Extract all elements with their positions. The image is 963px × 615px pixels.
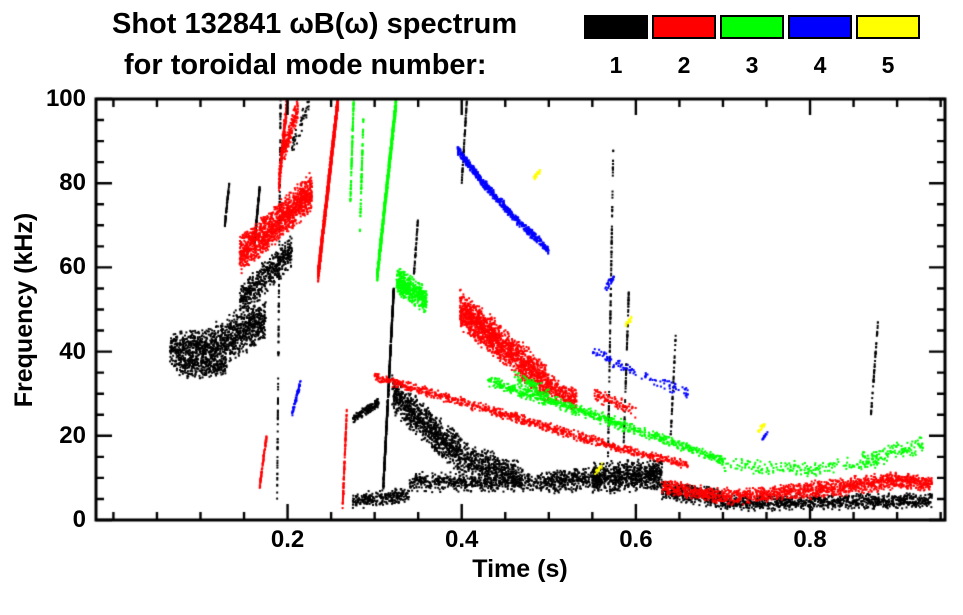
x-tick-label: 0.2 [270,526,305,553]
legend-swatch-mode-1 [584,15,648,39]
y-axis-label: Frequency (kHz) [10,212,38,408]
legend-label-mode-4: 4 [813,52,827,78]
chart-title-line2: for toroidal mode number: [124,49,487,81]
legend-swatch-mode-3 [720,15,784,39]
legend-swatch-mode-4 [788,15,852,39]
x-tick-label: 0.6 [619,526,653,553]
legend-swatch-mode-2 [652,15,716,39]
y-tick-label: 100 [45,85,86,112]
legend-label-mode-1: 1 [609,52,623,78]
y-tick-label: 0 [72,506,86,533]
chart-title-line1: Shot 132841 ωB(ω) spectrum [112,8,518,40]
legend-label-mode-5: 5 [881,52,895,78]
legend-swatch-mode-5 [856,15,920,39]
x-axis-label: Time (s) [472,555,568,583]
legend-label-mode-2: 2 [677,52,691,78]
y-tick-label: 60 [59,253,86,281]
y-tick-label: 20 [59,421,86,449]
legend-label-mode-3: 3 [745,52,759,78]
x-tick-label: 0.4 [445,526,479,553]
y-tick-label: 80 [59,169,86,197]
y-tick-label: 40 [59,337,86,365]
x-tick-label: 0.8 [793,526,827,553]
